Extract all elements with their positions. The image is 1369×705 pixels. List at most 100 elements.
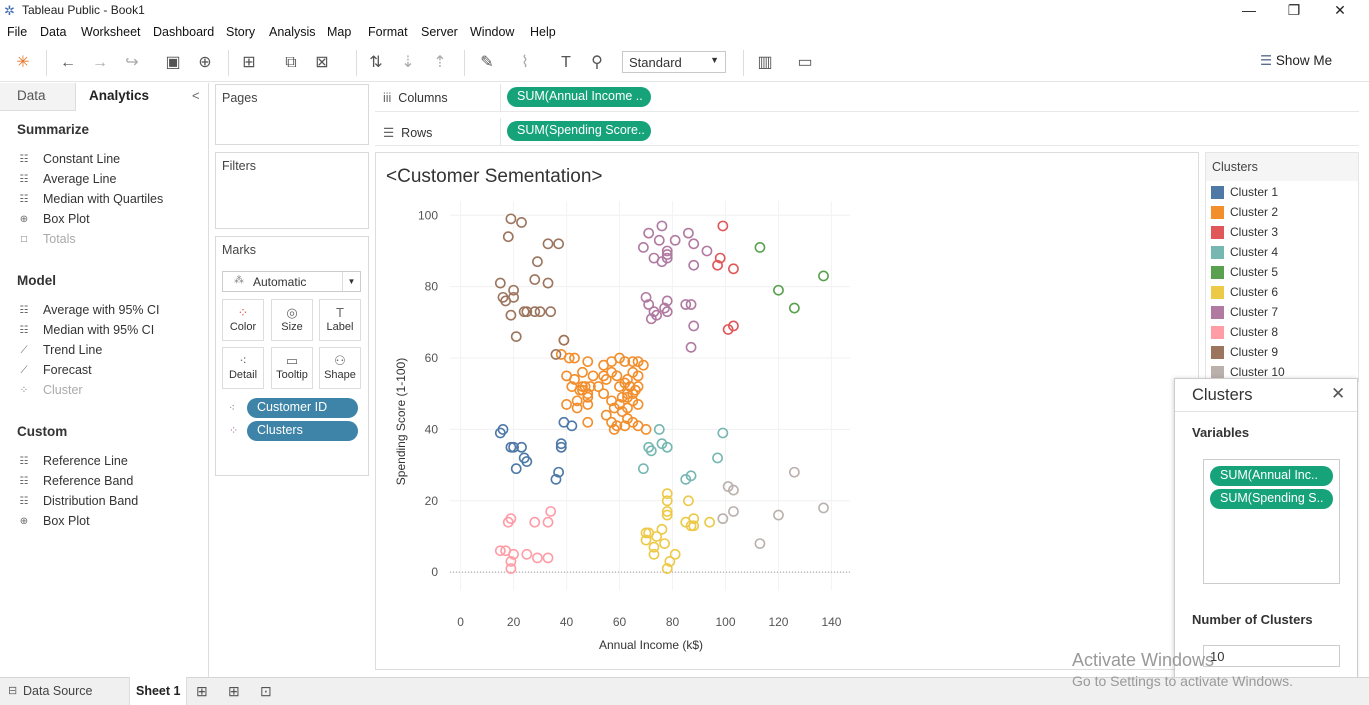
box-plot-item[interactable]: ⊕ Box Plot [17, 212, 90, 226]
trend-line-item[interactable]: ⟋ Trend Line [17, 343, 103, 357]
menu-window[interactable]: Window [470, 25, 515, 39]
data-point[interactable] [579, 381, 591, 392]
data-point[interactable] [643, 227, 655, 239]
data-point[interactable] [510, 463, 522, 475]
data-point[interactable] [661, 441, 673, 453]
pages-card[interactable]: Pages [215, 84, 369, 145]
data-point[interactable] [685, 470, 697, 482]
customer-id-pill[interactable]: Customer ID [247, 398, 358, 418]
data-point[interactable] [669, 234, 681, 246]
data-point[interactable] [640, 424, 652, 435]
data-point[interactable] [661, 495, 673, 507]
constant-line-item[interactable]: ☷ Constant Line [17, 152, 121, 166]
data-point[interactable] [600, 374, 612, 385]
legend-item[interactable]: Cluster 4 [1211, 245, 1278, 259]
data-point[interactable] [545, 306, 557, 318]
label-button[interactable]: T Label [319, 299, 361, 341]
undo-icon[interactable]: ← [60, 54, 76, 71]
replay-icon[interactable]: ↪ [125, 54, 139, 71]
sort-descending-icon[interactable]: ⇡ [433, 54, 447, 71]
new-data-source-icon[interactable]: ⊕ [198, 54, 212, 71]
data-point[interactable] [600, 409, 612, 421]
swap-rows-columns-icon[interactable]: ⇅ [369, 54, 383, 71]
data-point[interactable] [788, 466, 800, 478]
data-point[interactable] [640, 534, 652, 546]
data-point[interactable] [661, 245, 673, 257]
data-point[interactable] [505, 513, 517, 525]
data-point[interactable] [494, 277, 506, 289]
data-point[interactable] [701, 245, 713, 257]
data-point[interactable] [651, 309, 663, 321]
data-point[interactable] [582, 391, 594, 403]
fit-mode-dropdown[interactable]: Standard ▼ [622, 51, 726, 73]
data-point[interactable] [529, 516, 541, 528]
custom-box-plot-item[interactable]: ⊕ Box Plot [17, 514, 90, 528]
show-cards-icon[interactable]: ▥ [757, 54, 773, 71]
menu-help[interactable]: Help [530, 25, 556, 39]
sheet-tab[interactable]: Sheet 1 [136, 684, 181, 698]
reference-line-item[interactable]: ☷ Reference Line [17, 454, 128, 468]
data-point[interactable] [637, 463, 649, 475]
data-point[interactable] [656, 220, 668, 232]
save-icon[interactable]: ▣ [165, 54, 181, 71]
spending-score-pill[interactable]: SUM(Spending Score.. [507, 121, 651, 141]
presentation-mode-icon[interactable]: ▭ [797, 54, 813, 71]
data-point[interactable] [494, 545, 506, 557]
data-point[interactable] [508, 291, 519, 303]
scatter-chart[interactable]: 0 20 40 60 80 100 120 140 0 20 40 60 80 100 Annual Inc… [376, 153, 1198, 669]
data-point[interactable] [584, 381, 596, 392]
data-point[interactable] [582, 399, 594, 410]
data-point[interactable] [592, 381, 604, 392]
data-point[interactable] [587, 370, 599, 382]
clusters-legend[interactable]: Clusters Cluster 1 Cluster 2 Cluster 3 Clus… [1205, 152, 1359, 382]
data-point[interactable] [502, 231, 514, 243]
data-point[interactable] [542, 516, 554, 528]
data-point[interactable] [688, 259, 700, 271]
data-point[interactable] [704, 516, 716, 528]
menu-file[interactable]: File [7, 25, 28, 39]
data-point[interactable] [653, 234, 665, 246]
data-point[interactable] [754, 241, 766, 253]
data-point[interactable] [553, 466, 565, 478]
rows-shelf[interactable]: ☰ Rows SUM(Spending Score.. [375, 118, 1359, 146]
tableau-start-icon[interactable]: ✳ [16, 54, 30, 71]
data-point[interactable] [542, 277, 554, 289]
menu-format[interactable]: Format [368, 25, 408, 39]
menu-analysis[interactable]: Analysis [269, 25, 316, 39]
data-point[interactable] [717, 220, 729, 232]
data-point[interactable] [661, 509, 673, 521]
menu-server[interactable]: Server [421, 25, 458, 39]
new-worksheet-icon[interactable]: ⊞ [196, 683, 208, 699]
legend-item[interactable]: Cluster 1 [1211, 185, 1278, 199]
data-point[interactable] [669, 548, 681, 560]
data-point[interactable] [582, 416, 594, 428]
data-point[interactable] [661, 488, 673, 500]
detail-button[interactable]: ⁖ Detail [222, 347, 264, 389]
data-point[interactable] [688, 520, 700, 532]
data-point[interactable] [712, 452, 723, 464]
data-point[interactable] [521, 548, 533, 560]
data-point[interactable] [648, 548, 660, 560]
data-point[interactable] [645, 445, 657, 457]
median-95ci-item[interactable]: ☷ Median with 95% CI [17, 323, 155, 337]
data-point[interactable] [728, 484, 739, 496]
number-clusters-input[interactable]: 10 [1203, 645, 1340, 667]
data-point[interactable] [505, 556, 517, 567]
data-point[interactable] [508, 548, 519, 560]
data-point[interactable] [714, 252, 726, 264]
data-point[interactable] [508, 284, 519, 296]
viz-area[interactable]: <Customer Sementation> 0 20 40 60 80 100 120 14… [375, 152, 1199, 670]
data-point[interactable] [773, 509, 784, 521]
show-me-button[interactable]: ☰ Show Me [1260, 53, 1332, 69]
data-point[interactable] [643, 299, 655, 310]
legend-item[interactable]: Cluster 2 [1211, 205, 1278, 219]
legend-item[interactable]: Cluster 3 [1211, 225, 1278, 239]
data-point[interactable] [632, 370, 644, 382]
columns-shelf[interactable]: iii Columns SUM(Annual Income .. [375, 84, 1359, 112]
data-point[interactable] [566, 420, 578, 432]
data-point[interactable] [561, 399, 572, 410]
data-point[interactable] [542, 552, 554, 564]
mark-type-dropdown[interactable]: ⁂ Automatic ▼ [222, 271, 361, 292]
data-point[interactable] [627, 356, 639, 367]
close-window-button[interactable]: ✕ [1334, 2, 1346, 18]
